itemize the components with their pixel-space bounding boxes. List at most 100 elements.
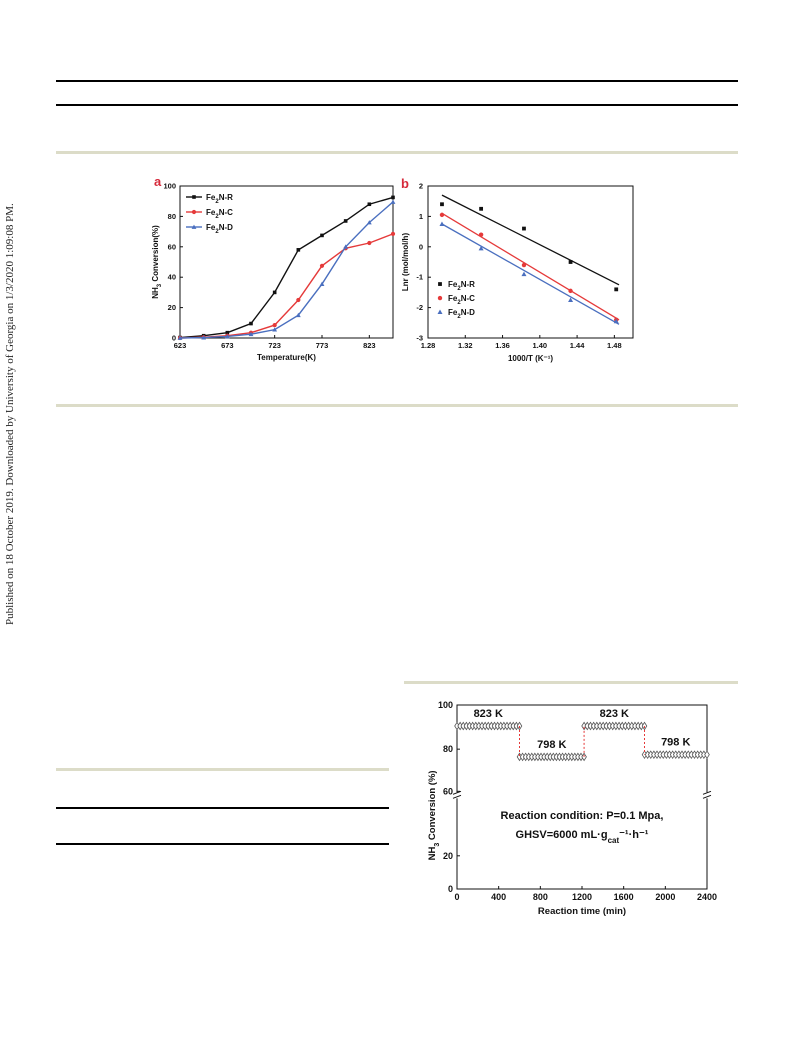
data-point xyxy=(568,297,574,302)
data-point xyxy=(249,321,253,326)
x-tick-label: 723 xyxy=(268,341,281,350)
data-point xyxy=(272,290,277,295)
data-point xyxy=(479,206,484,211)
segment-label: 823 K xyxy=(600,708,629,720)
publication-note: Published on 18 October 2019. Downloaded… xyxy=(4,203,16,625)
x-tick-label: 1.44 xyxy=(570,341,585,350)
data-point xyxy=(390,199,396,204)
data-point xyxy=(272,327,278,332)
data-point xyxy=(367,202,372,207)
y-tick-label: 60 xyxy=(443,786,453,796)
data-point xyxy=(296,248,301,252)
data-point xyxy=(478,245,484,251)
y-tick-label: 20 xyxy=(443,851,453,861)
legend-label: Fe2N-C xyxy=(206,208,233,220)
x-tick-label: 623 xyxy=(174,341,187,350)
chart-panel-b: b 1.28 1.32 1.36 1.40 1.44 1.48 -3 -2 -1 0 1 2 1000/T… xyxy=(401,176,634,363)
plot-frame xyxy=(179,185,394,339)
data-point xyxy=(391,195,395,200)
data-point xyxy=(478,232,484,237)
data-point xyxy=(439,221,445,226)
fit-line xyxy=(441,194,620,286)
x-tick-label: 673 xyxy=(221,341,234,350)
axis-break-gap xyxy=(453,792,461,799)
figure-bottom-rule xyxy=(56,404,738,407)
legend-label: Fe2N-R xyxy=(206,193,233,205)
axis-break-mark xyxy=(452,794,462,799)
data-point xyxy=(319,263,325,268)
y-tick-label: 0 xyxy=(172,334,176,343)
legend-label: Fe2N-R xyxy=(448,280,475,292)
x-tick-label: 1.28 xyxy=(421,341,436,350)
y-axis-label: NH3 Conversion(%) xyxy=(151,225,163,299)
legend-marker xyxy=(191,224,197,229)
plot-frame xyxy=(427,185,634,339)
data-point xyxy=(296,297,301,303)
legend-label: Fe2N-D xyxy=(448,308,475,320)
x-axis-label: Reaction time (min) xyxy=(538,906,626,917)
chart-stability: 0 400 800 1200 1600 2000 2400 0 20 60 80 100 Reactio… xyxy=(427,700,717,917)
data-point xyxy=(439,212,445,218)
y-tick-label: -3 xyxy=(416,334,423,343)
plot-frame xyxy=(456,704,708,890)
y-tick-label: 80 xyxy=(443,744,453,754)
y-tick-label: -1 xyxy=(416,273,423,282)
x-tick-label: 823 xyxy=(363,341,376,350)
y-tick-label: 100 xyxy=(438,700,453,710)
data-point xyxy=(224,334,230,339)
axis-break-mark xyxy=(702,794,712,799)
data-point xyxy=(614,287,619,292)
data-point xyxy=(516,721,523,731)
data-point xyxy=(704,750,710,760)
legend-label: Fe2N-C xyxy=(448,294,475,306)
x-axis-label: 1000/T (K⁻¹) xyxy=(508,354,553,363)
data-point xyxy=(521,262,527,268)
segment-label: 823 K xyxy=(474,708,503,720)
data-point xyxy=(390,231,396,236)
series-line xyxy=(179,196,394,339)
y-axis-label: NH3 Conversion (%) xyxy=(427,770,441,860)
header-rule-1 xyxy=(56,80,738,82)
header-rule-2 xyxy=(56,104,738,106)
data-point xyxy=(177,335,183,340)
y-tick-label: 0 xyxy=(448,884,453,894)
data-point xyxy=(319,281,325,286)
x-tick-label: 2400 xyxy=(697,892,717,902)
x-tick-label: 0 xyxy=(454,892,459,902)
data-point xyxy=(343,219,348,223)
x-tick-label: 1.36 xyxy=(495,341,510,350)
fit-line xyxy=(441,212,620,321)
x-tick-label: 2000 xyxy=(655,892,675,902)
data-point xyxy=(320,233,324,238)
y-tick-label: 0 xyxy=(419,242,423,251)
table-rule-1 xyxy=(56,807,389,809)
panel-label: b xyxy=(401,176,409,191)
data-point xyxy=(367,240,372,246)
y-tick-label: -2 xyxy=(416,303,423,312)
y-tick-label: 40 xyxy=(168,273,176,282)
chart-panel-a: a 623 673 723 773 823 0 20 40 60 80 100 Temperature(… xyxy=(151,174,396,362)
y-tick-label: 100 xyxy=(163,182,176,191)
x-tick-label: 400 xyxy=(491,892,506,902)
x-axis-label: Temperature(K) xyxy=(257,353,316,362)
legend-marker xyxy=(191,209,197,215)
y-tick-label: 1 xyxy=(419,212,423,221)
data-point xyxy=(568,260,573,264)
segment-label: 798 K xyxy=(661,737,690,749)
data-point xyxy=(366,220,372,225)
y-tick-label: 2 xyxy=(419,182,423,191)
data-point xyxy=(201,335,207,340)
data-point xyxy=(343,244,349,249)
legend-label: Fe2N-D xyxy=(206,223,233,235)
data-point xyxy=(225,330,230,335)
data-point xyxy=(248,331,254,337)
data-point xyxy=(521,271,527,277)
panel-label: a xyxy=(154,174,162,189)
data-point xyxy=(568,288,573,294)
data-point xyxy=(613,318,619,324)
y-tick-label: 20 xyxy=(168,303,176,312)
condition-annotation: Reaction condition: P=0.1 Mpa, xyxy=(501,810,664,822)
y-tick-label: 60 xyxy=(168,242,176,251)
figure-2-top-rule xyxy=(404,681,738,684)
x-tick-label: 800 xyxy=(533,892,548,902)
